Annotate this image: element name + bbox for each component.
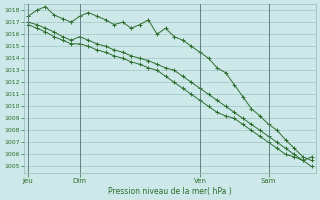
X-axis label: Pression niveau de la mer( hPa ): Pression niveau de la mer( hPa ) xyxy=(108,187,232,196)
